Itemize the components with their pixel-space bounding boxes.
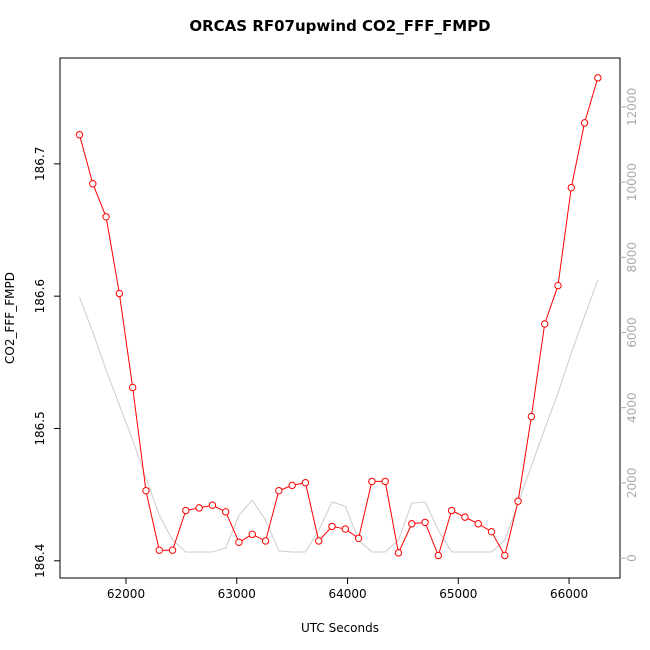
y2-tick-label: 6000 <box>625 317 639 348</box>
point <box>248 530 256 539</box>
point <box>275 486 283 495</box>
y2-tick-label: 10000 <box>625 163 639 201</box>
y2-tick-label: 2000 <box>625 468 639 499</box>
point <box>115 289 124 298</box>
point <box>315 537 323 545</box>
point <box>328 522 336 531</box>
point <box>540 320 549 328</box>
point <box>208 501 217 509</box>
series-line <box>79 77 599 558</box>
point <box>155 546 163 554</box>
point <box>368 477 376 486</box>
y-tick-label: 186.5 <box>33 411 47 445</box>
point <box>354 534 363 543</box>
point <box>474 520 482 528</box>
point <box>461 513 469 521</box>
point <box>301 479 310 487</box>
chart-title: ORCAS RF07upwind CO2_FFF_FMPD <box>189 17 490 35</box>
point <box>408 520 416 528</box>
x-axis-label: UTC Seconds <box>301 621 379 635</box>
y-axis-label: CO2_FFF_FMPD <box>3 272 17 364</box>
point <box>594 74 602 82</box>
point <box>394 549 403 557</box>
y2-tick-label: 0 <box>625 554 639 562</box>
point <box>567 183 575 192</box>
point <box>447 506 456 515</box>
point <box>514 497 522 505</box>
y2-tick-label: 4000 <box>625 392 639 423</box>
point <box>341 525 350 533</box>
x-tick-label: 62000 <box>107 587 145 601</box>
point <box>554 281 562 290</box>
y-tick-label: 186.6 <box>33 279 47 313</box>
plot-frame <box>59 57 621 579</box>
point <box>89 179 97 188</box>
x-tick-label: 63000 <box>218 587 256 601</box>
point <box>288 481 296 490</box>
point <box>102 213 110 221</box>
x-tick-label: 64000 <box>328 587 366 601</box>
point <box>235 538 243 546</box>
point <box>195 504 203 512</box>
point <box>580 119 589 127</box>
point <box>381 477 389 486</box>
point <box>75 131 84 139</box>
point <box>501 551 509 560</box>
point <box>182 506 190 515</box>
y2-tick-label: 8000 <box>625 242 639 273</box>
x-tick-label: 66000 <box>550 587 588 601</box>
point <box>421 518 429 527</box>
series-line <box>79 280 599 553</box>
point <box>168 546 177 554</box>
point <box>434 551 443 560</box>
point <box>128 383 137 392</box>
point <box>142 486 150 495</box>
point <box>261 537 270 545</box>
y-tick-label: 186.4 <box>33 544 47 578</box>
x-tick-label: 65000 <box>439 587 477 601</box>
y2-tick-label: 12000 <box>625 88 639 126</box>
point <box>487 527 496 536</box>
point <box>527 412 536 421</box>
point <box>221 508 230 516</box>
y-tick-label: 186.7 <box>33 147 47 181</box>
